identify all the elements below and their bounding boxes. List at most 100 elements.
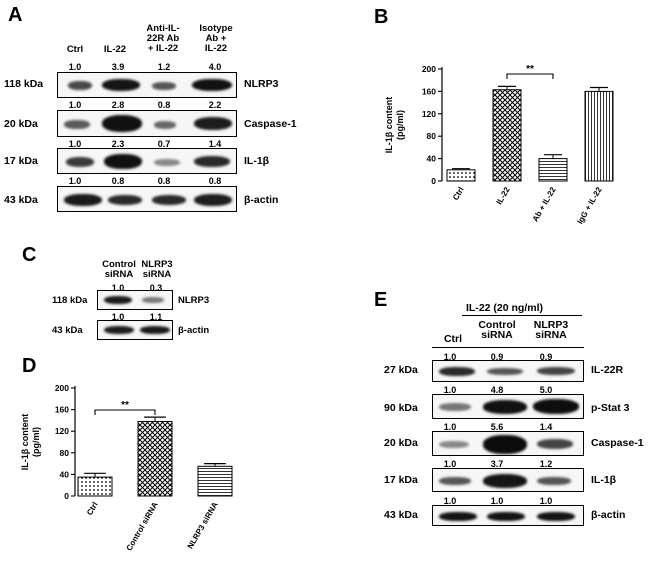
bar bbox=[492, 89, 522, 182]
lane-header: Control siRNA bbox=[102, 259, 136, 280]
kda-label: 20 kDa bbox=[384, 437, 418, 449]
density-value: 0.3 bbox=[149, 283, 163, 293]
protein-label: Caspase-1 bbox=[244, 118, 297, 130]
kda-label: 17 kDa bbox=[4, 155, 38, 167]
lane-header: NLRP3 siRNA bbox=[533, 319, 569, 341]
significance-marker: ** bbox=[526, 64, 534, 75]
chart-panel-b: IL-1β content (pg/ml) 0 40 80 120 160 200 ** C… bbox=[384, 64, 614, 226]
blot-strip-il1b bbox=[57, 148, 237, 174]
kda-label: 118 kDa bbox=[4, 78, 44, 90]
density-value: 1.4 bbox=[539, 422, 553, 432]
x-tick-label: NLRP3 siRNA bbox=[186, 500, 220, 550]
y-axis-label: IL-1β content (pg/ml) bbox=[384, 97, 405, 154]
x-tick-label: IgG + IL-22 bbox=[575, 185, 604, 226]
density-value: 0.9 bbox=[490, 352, 504, 362]
kda-label: 43 kDa bbox=[52, 325, 83, 336]
bar bbox=[446, 169, 476, 182]
lane-header: Anti-IL- 22R Ab + IL-22 bbox=[146, 23, 180, 54]
density-value: 0.8 bbox=[157, 100, 171, 110]
density-value: 1.4 bbox=[208, 139, 222, 149]
density-value: 1.0 bbox=[443, 352, 457, 362]
kda-label: 90 kDa bbox=[384, 402, 418, 414]
density-value: 3.9 bbox=[111, 62, 125, 72]
chart-panel-d: IL-1β content (pg/ml) 0 40 80 120 160 200 ** C… bbox=[20, 383, 233, 552]
protein-label: NLRP3 bbox=[244, 78, 279, 90]
y-axis-label-line: IL-1β content bbox=[384, 97, 394, 154]
y-tick-label: 0 bbox=[431, 176, 436, 186]
protein-label: NLRP3 bbox=[178, 295, 210, 306]
density-value: 4.8 bbox=[490, 385, 504, 395]
panel-letter-a: A bbox=[8, 4, 23, 26]
y-tick-label: 200 bbox=[422, 64, 436, 74]
protein-label: IL-1β bbox=[244, 155, 270, 167]
density-value: 1.0 bbox=[443, 496, 457, 506]
density-value: 1.0 bbox=[443, 422, 457, 432]
y-tick-label: 200 bbox=[55, 383, 69, 393]
blot-strip-il22r bbox=[432, 360, 584, 382]
bar bbox=[77, 476, 113, 497]
density-value: 2.3 bbox=[111, 139, 125, 149]
density-value: 1.0 bbox=[68, 62, 82, 72]
density-value: 0.7 bbox=[157, 139, 171, 149]
kda-label: 118 kDa bbox=[52, 295, 88, 306]
kda-label: 17 kDa bbox=[384, 474, 418, 486]
x-tick-label: Control siRNA bbox=[125, 500, 160, 552]
density-value: 1.2 bbox=[157, 62, 171, 72]
panel-c: Control siRNA NLRP3 siRNA 1.0 0.3 118 kD… bbox=[0, 250, 240, 345]
blot-strip-caspase1 bbox=[432, 431, 584, 456]
x-tick-label: Ctrl bbox=[451, 186, 466, 202]
x-tick-label: Ab + IL-22 bbox=[531, 185, 558, 223]
y-tick-label: 40 bbox=[60, 469, 70, 479]
density-value: 1.0 bbox=[68, 176, 82, 186]
lane-header: Ctrl bbox=[443, 333, 463, 345]
density-value: 1.0 bbox=[443, 385, 457, 395]
bar bbox=[538, 158, 568, 182]
significance-marker: ** bbox=[121, 400, 129, 411]
density-value: 1.0 bbox=[68, 100, 82, 110]
panel-e: IL-22 (20 ng/ml) Ctrl Control siRNA NLRP… bbox=[370, 295, 650, 565]
protein-label: Caspase-1 bbox=[591, 437, 644, 449]
protein-label: p-Stat 3 bbox=[591, 402, 630, 414]
density-value: 5.0 bbox=[539, 385, 553, 395]
panel-letter-c: C bbox=[22, 244, 37, 266]
y-tick-label: 80 bbox=[60, 448, 70, 458]
blot-strip-pstat3 bbox=[432, 394, 584, 419]
y-tick-label: 40 bbox=[427, 154, 437, 164]
blot-strip-nlrp3 bbox=[97, 290, 173, 310]
density-value: 1.0 bbox=[490, 496, 504, 506]
header-underline bbox=[432, 347, 584, 348]
y-tick-label: 80 bbox=[427, 131, 437, 141]
y-tick-label: 120 bbox=[55, 426, 69, 436]
protein-label: β-actin bbox=[244, 194, 279, 206]
y-axis-label-line: IL-1β content bbox=[20, 414, 30, 471]
lane-header: Ctrl bbox=[66, 44, 84, 55]
density-value: 2.2 bbox=[208, 100, 222, 110]
density-value: 0.8 bbox=[157, 176, 171, 186]
kda-label: 27 kDa bbox=[384, 364, 418, 376]
x-tick-label: Ctrl bbox=[85, 501, 100, 517]
kda-label: 43 kDa bbox=[4, 194, 38, 206]
density-value: 0.9 bbox=[539, 352, 553, 362]
panel-letter-d: D bbox=[22, 355, 37, 377]
treatment-label: IL-22 (20 ng/ml) bbox=[466, 302, 544, 314]
density-value: 3.7 bbox=[490, 459, 504, 469]
significance-bracket bbox=[94, 409, 156, 415]
y-axis-label-line: (pg/ml) bbox=[31, 427, 41, 457]
blot-strip-beta-actin bbox=[432, 505, 584, 526]
kda-label: 43 kDa bbox=[384, 509, 418, 521]
protein-label: β-actin bbox=[591, 509, 626, 521]
density-value: 1.0 bbox=[68, 139, 82, 149]
density-value: 1.0 bbox=[539, 496, 553, 506]
y-tick-label: 160 bbox=[55, 405, 69, 415]
x-tick-label: IL-22 bbox=[495, 185, 512, 206]
y-tick-label: 0 bbox=[64, 491, 69, 501]
density-value: 0.8 bbox=[208, 176, 222, 186]
lane-header: NLRP3 siRNA bbox=[141, 259, 173, 280]
kda-label: 20 kDa bbox=[4, 118, 38, 130]
protein-label: IL-22R bbox=[591, 364, 624, 376]
density-value: 4.0 bbox=[208, 62, 222, 72]
density-value: 1.0 bbox=[111, 312, 125, 322]
lane-header: Control siRNA bbox=[478, 319, 516, 341]
y-axis-label: IL-1β content (pg/ml) bbox=[20, 414, 41, 471]
blot-strip-nlrp3 bbox=[57, 72, 237, 98]
